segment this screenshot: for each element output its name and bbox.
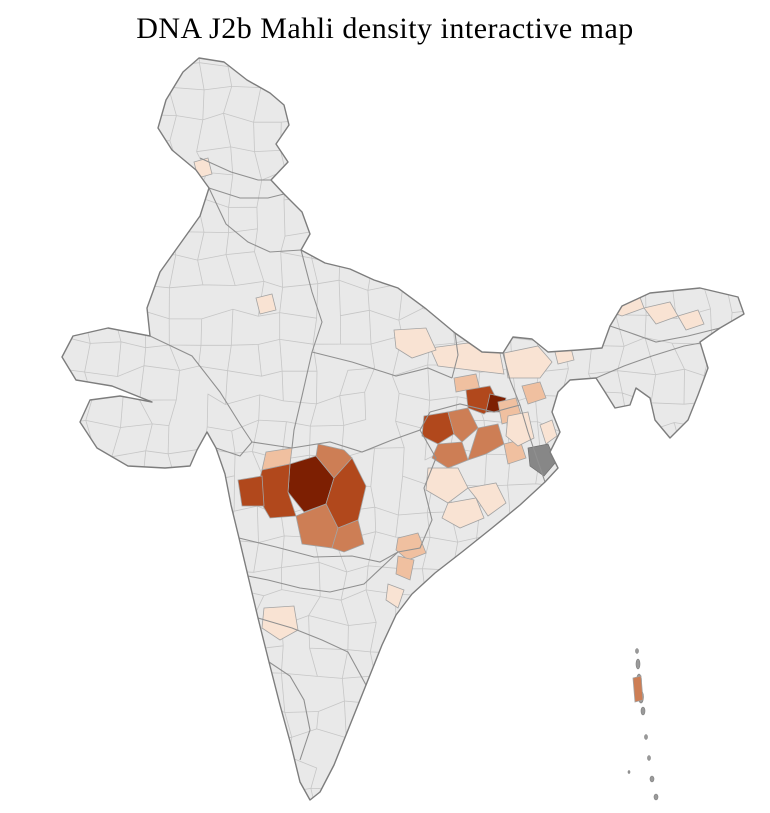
state-border-line-17 bbox=[609, 325, 721, 343]
state-border-line-12 bbox=[397, 429, 437, 553]
density-district-an-1[interactable] bbox=[632, 675, 644, 703]
density-district-up-1[interactable] bbox=[393, 327, 437, 359]
state-border-line-1 bbox=[199, 157, 271, 181]
density-district-wb-1[interactable] bbox=[505, 411, 535, 447]
state-border-line-19 bbox=[291, 351, 313, 449]
density-district-od-3[interactable] bbox=[467, 482, 507, 517]
andaman-nicobar-islands bbox=[627, 648, 659, 801]
state-borders bbox=[149, 157, 721, 761]
india-landmass[interactable] bbox=[62, 58, 744, 800]
state-border-line-9 bbox=[502, 352, 546, 483]
density-district-od-4[interactable] bbox=[395, 532, 427, 561]
density-district-ts-1[interactable] bbox=[261, 605, 299, 641]
island-10 bbox=[627, 770, 631, 774]
state-border-line-7 bbox=[451, 332, 459, 379]
state-border-line-2 bbox=[208, 187, 285, 199]
density-district-jh-7[interactable] bbox=[467, 423, 505, 461]
state-border-line-4 bbox=[149, 335, 253, 443]
density-district-od-5[interactable] bbox=[395, 555, 415, 581]
density-district-bi-2[interactable] bbox=[503, 345, 553, 379]
state-border-line-5 bbox=[300, 249, 323, 353]
india-outline bbox=[61, 57, 745, 801]
density-district-jh-5[interactable] bbox=[447, 407, 479, 443]
density-district-mh-4[interactable] bbox=[237, 475, 265, 507]
density-district-hr-1[interactable] bbox=[255, 293, 277, 315]
state-border-line-6 bbox=[311, 351, 453, 379]
density-district-as-3[interactable] bbox=[677, 309, 705, 331]
state-border-line-14 bbox=[257, 617, 367, 686]
state-border-line-3 bbox=[208, 187, 302, 253]
density-district-od-1[interactable] bbox=[425, 467, 469, 504]
density-district-wb-3[interactable] bbox=[539, 419, 558, 445]
island-density-regions bbox=[632, 675, 644, 703]
state-border-line-8 bbox=[429, 403, 521, 413]
density-district-jh-6[interactable] bbox=[431, 441, 469, 469]
density-district-jh-4[interactable] bbox=[421, 411, 455, 445]
island-7 bbox=[647, 755, 651, 761]
island-6 bbox=[644, 734, 648, 740]
density-district-wb-2[interactable] bbox=[521, 381, 547, 405]
density-district-mh-8[interactable] bbox=[331, 519, 365, 553]
island-2 bbox=[635, 658, 641, 670]
island-1 bbox=[635, 648, 639, 654]
state-border-line-11 bbox=[238, 537, 399, 563]
density-district-nb-1[interactable] bbox=[553, 343, 575, 365]
density-regions bbox=[193, 157, 705, 641]
page-title: DNA J2b Mahli density interactive map bbox=[136, 12, 634, 45]
island-9 bbox=[653, 793, 659, 801]
island-8 bbox=[649, 775, 655, 783]
island-5 bbox=[640, 706, 646, 716]
density-district-ap-1[interactable] bbox=[385, 583, 405, 609]
state-border-line-13 bbox=[247, 551, 399, 593]
state-border-line-16 bbox=[595, 341, 707, 379]
state-border-line-18 bbox=[215, 441, 253, 457]
state-border-line-15 bbox=[268, 661, 311, 761]
density-district-od-2[interactable] bbox=[441, 497, 485, 529]
